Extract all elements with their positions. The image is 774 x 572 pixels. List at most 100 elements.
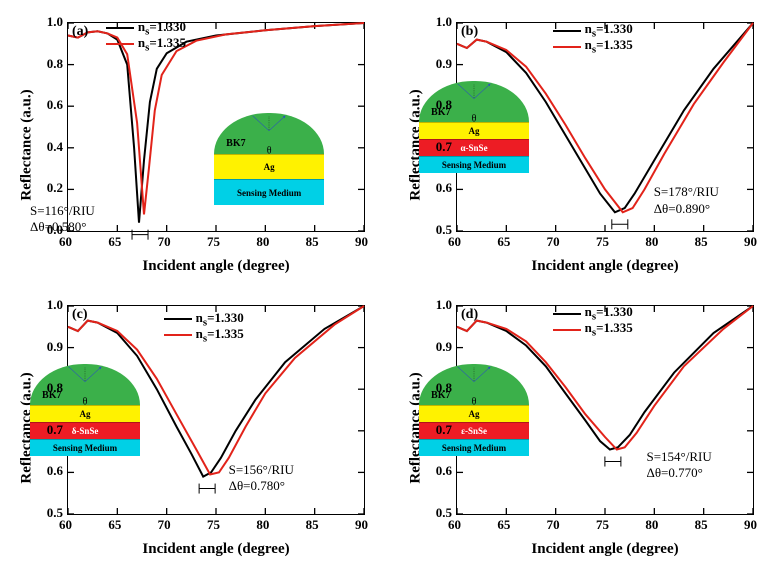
legend-swatch bbox=[164, 318, 192, 320]
y-tick-label: 0.6 bbox=[47, 463, 63, 479]
x-tick-label: 65 bbox=[497, 234, 510, 250]
y-tick-label: 0.6 bbox=[47, 97, 63, 113]
annotation: S=178°/RIUΔθ=0.890° bbox=[654, 184, 719, 217]
schematic-layer: Sensing Medium bbox=[419, 439, 529, 456]
schematic-layer: Sensing Medium bbox=[214, 179, 324, 204]
x-tick-label: 70 bbox=[547, 234, 560, 250]
y-axis-label: Reflectance (a.u.) bbox=[19, 89, 36, 200]
schematic-inset: θBK7Agε-SnSeSensing Medium bbox=[419, 364, 529, 456]
x-tick-label: 85 bbox=[695, 234, 708, 250]
legend-label: ns=1.335 bbox=[196, 326, 244, 345]
x-tick-label: 65 bbox=[108, 234, 121, 250]
y-tick-label: 0.4 bbox=[47, 139, 63, 155]
y-tick-label: 0.8 bbox=[436, 97, 452, 113]
x-tick-label: 85 bbox=[306, 517, 319, 533]
y-tick-label: 0.2 bbox=[47, 180, 63, 196]
x-tick-label: 75 bbox=[596, 517, 609, 533]
x-tick-label: 65 bbox=[497, 517, 510, 533]
legend-swatch bbox=[164, 334, 192, 336]
legend-item: ns=1.330 bbox=[553, 306, 633, 322]
x-tick-label: 90 bbox=[355, 234, 368, 250]
x-tick-label: 70 bbox=[158, 517, 171, 533]
x-tick-label: 90 bbox=[744, 517, 757, 533]
y-tick-label: 0.7 bbox=[47, 422, 63, 438]
panel-d: Reflectance (a.u.)Incident angle (degree… bbox=[401, 295, 762, 560]
x-tick-label: 80 bbox=[645, 517, 658, 533]
y-tick-label: 0.9 bbox=[47, 339, 63, 355]
y-tick-label: 1.0 bbox=[436, 297, 452, 313]
legend-item: ns=1.335 bbox=[553, 39, 633, 55]
x-tick-label: 80 bbox=[256, 234, 269, 250]
x-tick-label: 75 bbox=[207, 517, 220, 533]
schematic-layer: Ag bbox=[30, 405, 140, 422]
x-tick-label: 70 bbox=[158, 234, 171, 250]
legend-label: ns=1.335 bbox=[585, 320, 633, 339]
legend-swatch bbox=[553, 329, 581, 331]
y-tick-label: 1.0 bbox=[47, 14, 63, 30]
schematic-layers: AgSensing Medium bbox=[214, 154, 324, 205]
annotation: S=156°/RIUΔθ=0.780° bbox=[229, 462, 294, 495]
y-tick-label: 0.5 bbox=[436, 222, 452, 238]
schematic-layer: Sensing Medium bbox=[419, 156, 529, 173]
x-tick-label: 65 bbox=[108, 517, 121, 533]
panel-b: Reflectance (a.u.)Incident angle (degree… bbox=[401, 12, 762, 277]
x-axis-label: Incident angle (degree) bbox=[456, 258, 754, 275]
y-tick-label: 0.9 bbox=[436, 56, 452, 72]
legend-swatch bbox=[553, 46, 581, 48]
y-tick-label: 0.7 bbox=[436, 139, 452, 155]
x-tick-label: 90 bbox=[355, 517, 368, 533]
legend-swatch bbox=[106, 43, 134, 45]
x-tick-label: 90 bbox=[744, 234, 757, 250]
panel-c: Reflectance (a.u.)Incident angle (degree… bbox=[12, 295, 373, 560]
schematic-inset: θBK7Agα-SnSeSensing Medium bbox=[419, 81, 529, 173]
legend-item: ns=1.335 bbox=[106, 36, 186, 52]
schematic-layer: Ag bbox=[419, 122, 529, 139]
x-axis-label: Incident angle (degree) bbox=[67, 258, 365, 275]
schematic-inset: θBK7AgSensing Medium bbox=[214, 113, 324, 205]
legend: ns=1.330ns=1.335 bbox=[553, 23, 633, 55]
annotation: S=154°/RIUΔθ=0.770° bbox=[646, 449, 711, 482]
legend-swatch bbox=[553, 313, 581, 315]
y-tick-label: 1.0 bbox=[47, 297, 63, 313]
legend-item: ns=1.330 bbox=[553, 23, 633, 39]
y-tick-label: 0.8 bbox=[47, 380, 63, 396]
x-tick-label: 70 bbox=[547, 517, 560, 533]
x-tick-label: 80 bbox=[256, 517, 269, 533]
schematic-rays-icon bbox=[214, 113, 324, 132]
schematic-layer-bk7: BK7 bbox=[226, 138, 245, 149]
legend-item: ns=1.330 bbox=[106, 20, 186, 36]
y-tick-label: 0.0 bbox=[47, 222, 63, 238]
schematic-layer: Ag bbox=[419, 405, 529, 422]
x-axis-label: Incident angle (degree) bbox=[456, 541, 754, 558]
x-axis-label: Incident angle (degree) bbox=[67, 541, 365, 558]
x-tick-label: 80 bbox=[645, 234, 658, 250]
legend-swatch bbox=[553, 30, 581, 32]
x-tick-label: 75 bbox=[596, 234, 609, 250]
y-tick-label: 1.0 bbox=[436, 14, 452, 30]
y-tick-label: 0.8 bbox=[47, 56, 63, 72]
panel-letter: (d) bbox=[461, 307, 478, 323]
panel-letter: (a) bbox=[72, 24, 88, 40]
schematic-layer: Sensing Medium bbox=[30, 439, 140, 456]
y-tick-label: 0.8 bbox=[436, 380, 452, 396]
y-tick-label: 0.6 bbox=[436, 463, 452, 479]
x-tick-label: 85 bbox=[306, 234, 319, 250]
x-tick-label: 85 bbox=[695, 517, 708, 533]
legend-item: ns=1.335 bbox=[553, 322, 633, 338]
legend-swatch bbox=[106, 27, 134, 29]
y-tick-label: 0.6 bbox=[436, 180, 452, 196]
x-tick-label: 75 bbox=[207, 234, 220, 250]
y-tick-label: 0.7 bbox=[436, 422, 452, 438]
legend-item: ns=1.330 bbox=[164, 311, 244, 327]
panel-letter: (b) bbox=[461, 24, 478, 40]
y-tick-label: 0.5 bbox=[436, 505, 452, 521]
schematic-layer: Ag bbox=[214, 154, 324, 179]
legend: ns=1.330ns=1.335 bbox=[164, 311, 244, 343]
schematic-inset: θBK7Agδ-SnSeSensing Medium bbox=[30, 364, 140, 456]
legend-label: ns=1.335 bbox=[585, 37, 633, 56]
legend-item: ns=1.335 bbox=[164, 327, 244, 343]
panel-letter: (c) bbox=[72, 307, 88, 323]
panel-a: Reflectance (a.u.) Incident angle (degree… bbox=[12, 12, 373, 277]
y-tick-label: 0.5 bbox=[47, 505, 63, 521]
legend: ns=1.330ns=1.335 bbox=[106, 20, 186, 52]
